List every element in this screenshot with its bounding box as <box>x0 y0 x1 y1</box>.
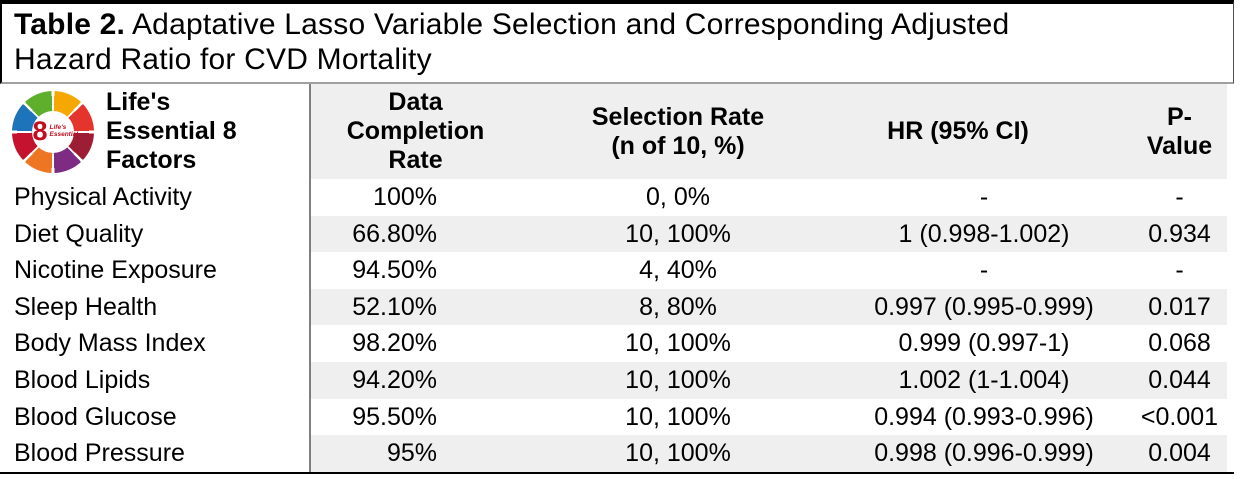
logo-script-text: Life's Essential <box>49 124 79 138</box>
completion-cell: 66.80% <box>310 215 520 253</box>
header-completion: Data Completion Rate <box>310 84 520 179</box>
table-row: Blood Lipids 94.20% 10, 100% 1.002 (1-1.… <box>0 361 1227 399</box>
completion-cell: 95.50% <box>352 402 437 431</box>
completion-cell: 100% <box>373 183 437 211</box>
pvalue-cell: 0.044 <box>1132 361 1227 399</box>
factor-cell: Body Mass Index <box>0 325 311 362</box>
table-row: Nicotine Exposure 94.50% 4, 40% - - <box>0 252 1227 289</box>
hr-cell: 1 (0.998-1.002) <box>836 215 1132 253</box>
lifes-essential-8-logo-icon: 8 Life's Essential <box>12 90 94 173</box>
factor-cell: Nicotine Exposure <box>0 252 311 289</box>
completion-cell: 98.20% <box>352 329 437 358</box>
hr-cell: 0.997 (0.995-0.999) <box>836 288 1132 326</box>
header-factors-label: Life's Essential 8 Factors <box>106 88 237 174</box>
pvalue-cell: - <box>1175 256 1184 285</box>
table-row: Physical Activity 100% 0, 0% - - <box>0 179 1227 216</box>
selection-cell: 10, 100% <box>520 361 836 399</box>
factor-cell: Diet Quality <box>0 215 311 253</box>
table-row: Blood Pressure 95% 10, 100% 0.998 (0.996… <box>0 435 1227 472</box>
logo-number: 8 <box>32 116 48 146</box>
hr-cell: 0.994 (0.993-0.996) <box>874 402 1094 431</box>
table-row: Diet Quality 66.80% 10, 100% 1 (0.998-1.… <box>0 215 1227 253</box>
table-row: Body Mass Index 98.20% 10, 100% 0.999 (0… <box>0 325 1227 362</box>
header-completion-label: Data Completion Rate <box>346 88 485 174</box>
completion-cell: 94.20% <box>310 361 520 399</box>
header-selection: Selection Rate (n of 10, %) <box>520 84 836 179</box>
header-row: 8 Life's Essential Life's Essential 8 Fa… <box>0 84 1227 179</box>
table-title: Table 2. Adaptative Lasso Variable Selec… <box>0 0 1234 84</box>
table-title-line1: Table 2. Adaptative Lasso Variable Selec… <box>14 7 1223 42</box>
hr-cell: - <box>979 183 989 211</box>
factor-cell: Physical Activity <box>0 179 311 216</box>
selection-cell: 10, 100% <box>520 435 836 472</box>
pvalue-cell: 0.068 <box>1148 329 1211 358</box>
selection-cell: 10, 100% <box>625 402 731 431</box>
factor-cell: Blood Glucose <box>0 398 311 436</box>
selection-cell: 10, 100% <box>625 329 731 358</box>
hr-cell: - <box>979 256 989 285</box>
pvalue-cell: 0.017 <box>1132 288 1227 326</box>
table-container: 8 Life's Essential Life's Essential 8 Fa… <box>0 84 1234 474</box>
factor-cell: Blood Lipids <box>0 361 311 399</box>
factor-cell: Sleep Health <box>0 288 311 326</box>
logo-center: 8 Life's Essential <box>32 110 79 153</box>
pvalue-cell: 0.934 <box>1132 215 1227 253</box>
completion-cell: 52.10% <box>310 288 520 326</box>
factor-cell: Blood Pressure <box>0 435 311 472</box>
selection-cell: 0, 0% <box>646 183 710 211</box>
header-selection-label: Selection Rate (n of 10, %) <box>591 102 765 160</box>
header-hr-label: HR (95% CI) <box>887 117 1029 145</box>
hr-cell: 1.002 (1-1.004) <box>836 361 1132 399</box>
header-hr: HR (95% CI) <box>836 84 1132 179</box>
completion-cell: 95% <box>310 435 520 472</box>
completion-cell: 94.50% <box>352 256 437 285</box>
table-row: Sleep Health 52.10% 8, 80% 0.997 (0.995-… <box>0 288 1227 326</box>
header-pvalue-label: P- Value <box>1146 102 1213 160</box>
table-title-text: Adaptative Lasso Variable Selection and … <box>125 8 1010 41</box>
selection-cell: 8, 80% <box>520 288 836 326</box>
pvalue-cell: 0.004 <box>1132 435 1227 472</box>
table-number-label: Table 2. <box>14 8 126 41</box>
pvalue-cell: - <box>1175 183 1184 211</box>
header-pvalue: P- Value <box>1132 84 1227 179</box>
hr-cell: 0.998 (0.996-0.999) <box>836 435 1132 472</box>
results-table: 8 Life's Essential Life's Essential 8 Fa… <box>0 84 1228 472</box>
table-row: Blood Glucose 95.50% 10, 100% 0.994 (0.9… <box>0 398 1227 436</box>
pvalue-cell: <0.001 <box>1140 402 1219 431</box>
selection-cell: 10, 100% <box>520 215 836 253</box>
selection-cell: 4, 40% <box>639 256 717 285</box>
hr-cell: 0.999 (0.997-1) <box>898 329 1070 358</box>
header-factors: 8 Life's Essential Life's Essential 8 Fa… <box>0 84 311 179</box>
table-title-line2: Hazard Ratio for CVD Mortality <box>14 43 432 76</box>
